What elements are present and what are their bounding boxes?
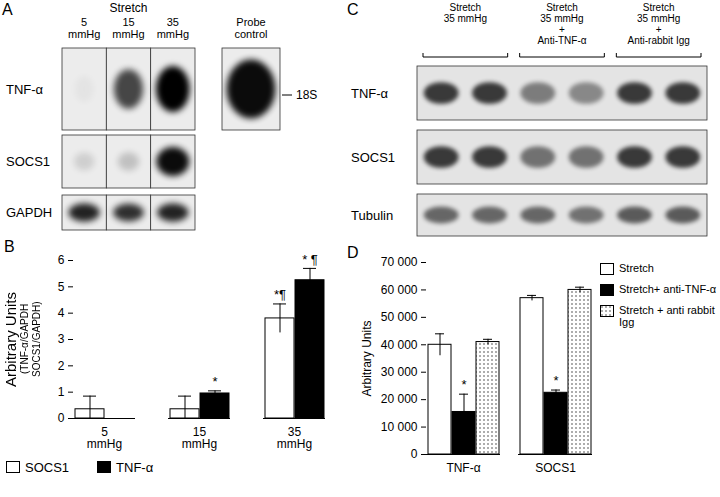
svg-text:C: C xyxy=(347,1,359,18)
svg-text:SOCS1: SOCS1 xyxy=(535,461,576,475)
svg-text:*¶: *¶ xyxy=(274,287,286,302)
svg-text:GAPDH: GAPDH xyxy=(6,205,52,220)
svg-text:Stretch35 mmHg: Stretch35 mmHg xyxy=(444,2,487,24)
svg-text:15mmHg: 15mmHg xyxy=(182,425,217,451)
svg-text:30 000: 30 000 xyxy=(381,365,418,379)
svg-text:TNF-α: TNF-α xyxy=(351,86,389,101)
svg-text:* ¶: * ¶ xyxy=(302,252,318,267)
svg-text:40 000: 40 000 xyxy=(381,338,418,352)
svg-text:*: * xyxy=(212,374,217,389)
svg-text:A: A xyxy=(2,1,13,18)
svg-text:Stretch35 mmHg+Anti-TNF-α: Stretch35 mmHg+Anti-TNF-α xyxy=(537,2,586,46)
svg-text:0: 0 xyxy=(411,447,418,461)
svg-text:5: 5 xyxy=(58,280,65,294)
svg-text:1: 1 xyxy=(58,385,65,399)
svg-text:20 000: 20 000 xyxy=(381,392,418,406)
svg-text:Tubulin: Tubulin xyxy=(351,208,393,223)
svg-text:35mmHg: 35mmHg xyxy=(157,16,189,40)
svg-text:SOCS1: SOCS1 xyxy=(6,154,50,169)
svg-text:10 000: 10 000 xyxy=(381,420,418,434)
svg-text:Arbitrary Units: Arbitrary Units xyxy=(360,320,374,396)
svg-text:TNF-α: TNF-α xyxy=(446,461,480,475)
svg-text:60 000: 60 000 xyxy=(381,283,418,297)
svg-text:70 000: 70 000 xyxy=(381,255,418,269)
svg-text:5mmHg: 5mmHg xyxy=(68,16,100,40)
html-text:Stretch+ anti-TNF-α: Stretch+ anti-TNF-α xyxy=(619,283,717,295)
svg-text:Stretch: Stretch xyxy=(109,1,147,15)
svg-text:Probecontrol: Probecontrol xyxy=(234,16,267,40)
svg-text:6: 6 xyxy=(58,253,65,267)
svg-text:4: 4 xyxy=(58,306,65,320)
html-text:D: D xyxy=(347,244,359,261)
html-text:SOCS1: SOCS1 xyxy=(25,460,70,475)
svg-text:15mmHg: 15mmHg xyxy=(112,16,144,40)
html-text:(TNF-α/GAPDH: (TNF-α/GAPDH xyxy=(19,303,31,375)
svg-text:50 000: 50 000 xyxy=(381,310,418,324)
html-text:Arbitrary Units: Arbitrary Units xyxy=(2,291,19,387)
svg-text:2: 2 xyxy=(58,359,65,373)
svg-text:5mmHg: 5mmHg xyxy=(87,425,122,451)
svg-text:Stretch35 mmHg+Anti-rabbit Igg: Stretch35 mmHg+Anti-rabbit Igg xyxy=(628,2,690,46)
html-text:Stretch: Stretch xyxy=(619,262,654,274)
html-text:B: B xyxy=(4,238,15,255)
svg-text:*: * xyxy=(553,373,558,388)
svg-text:*: * xyxy=(461,377,466,392)
html-text:SOCS1/GAPDH): SOCS1/GAPDH) xyxy=(30,301,42,377)
html-text:Stretch + anti rabbit Igg: Stretch + anti rabbit Igg xyxy=(619,304,715,328)
svg-text:18S: 18S xyxy=(296,88,317,102)
html-text:TNF-α: TNF-α xyxy=(116,460,154,475)
svg-text:SOCS1: SOCS1 xyxy=(351,150,395,165)
svg-text:3: 3 xyxy=(58,332,65,346)
svg-text:TNF-α: TNF-α xyxy=(6,82,44,97)
svg-text:0: 0 xyxy=(58,411,65,425)
svg-text:35mmHg: 35mmHg xyxy=(277,425,312,451)
